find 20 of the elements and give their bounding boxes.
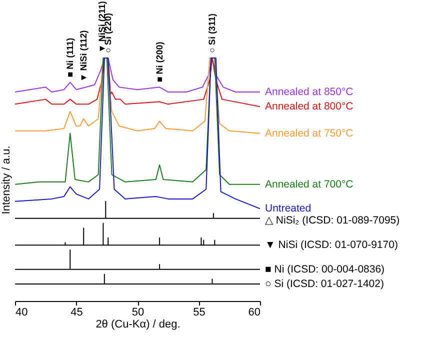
series-label: Untreated bbox=[265, 202, 312, 215]
series-label: ▼ NiSi (ICSD: 01-070-9170) bbox=[265, 239, 398, 252]
series-label: Annealed at 850°C bbox=[265, 86, 354, 98]
series-label: ■ Ni (ICSD: 00-004-0836) bbox=[265, 263, 385, 276]
x-tick-label: 50 bbox=[132, 306, 144, 318]
series-label: Annealed at 750°C bbox=[265, 127, 354, 140]
x-tick-label: 40 bbox=[16, 306, 28, 318]
series-label: △ NiSi₂ (ICSD: 01-089-7095) bbox=[265, 214, 400, 227]
series-label: ○ Si (ICSD: 01-027-1402) bbox=[265, 278, 384, 290]
x-tick-label: 60 bbox=[248, 306, 260, 318]
annotation: ■ Ni (200) bbox=[154, 42, 165, 82]
annotation: ■ Ni (111) bbox=[65, 38, 76, 78]
y-axis-title: Intensity / a.u. bbox=[0, 146, 12, 214]
x-tick-label: 55 bbox=[193, 306, 206, 318]
x-tick-label: 45 bbox=[70, 306, 83, 318]
series-label: Annealed at 800°C bbox=[265, 100, 354, 113]
x-axis-title: 2θ (Cu-Kα) / deg. bbox=[96, 318, 180, 330]
series-label: Annealed at 700°C bbox=[265, 178, 354, 190]
annotation: ▼ NiSi (112) bbox=[78, 30, 89, 82]
annotation: ○ Si (311) bbox=[207, 14, 218, 53]
